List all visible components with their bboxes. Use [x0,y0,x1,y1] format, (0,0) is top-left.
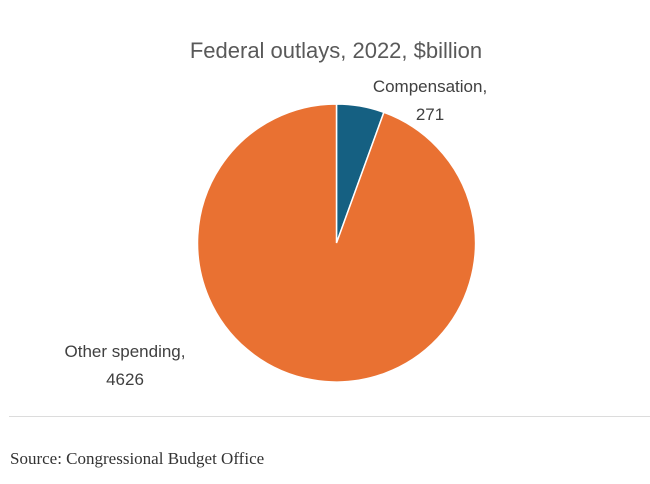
pie-chart: Federal outlays, 2022, $billion Compensa… [65,38,488,389]
label-other-name: Other spending, [65,342,186,361]
pie-slice-other-spending [196,103,477,383]
source-note: Source: Congressional Budget Office [10,449,265,468]
chart-title: Federal outlays, 2022, $billion [190,38,482,63]
label-compensation-name: Compensation, [373,77,487,96]
label-other-value: 4626 [106,370,144,389]
divider [9,416,650,417]
label-compensation-value: 271 [416,105,444,124]
